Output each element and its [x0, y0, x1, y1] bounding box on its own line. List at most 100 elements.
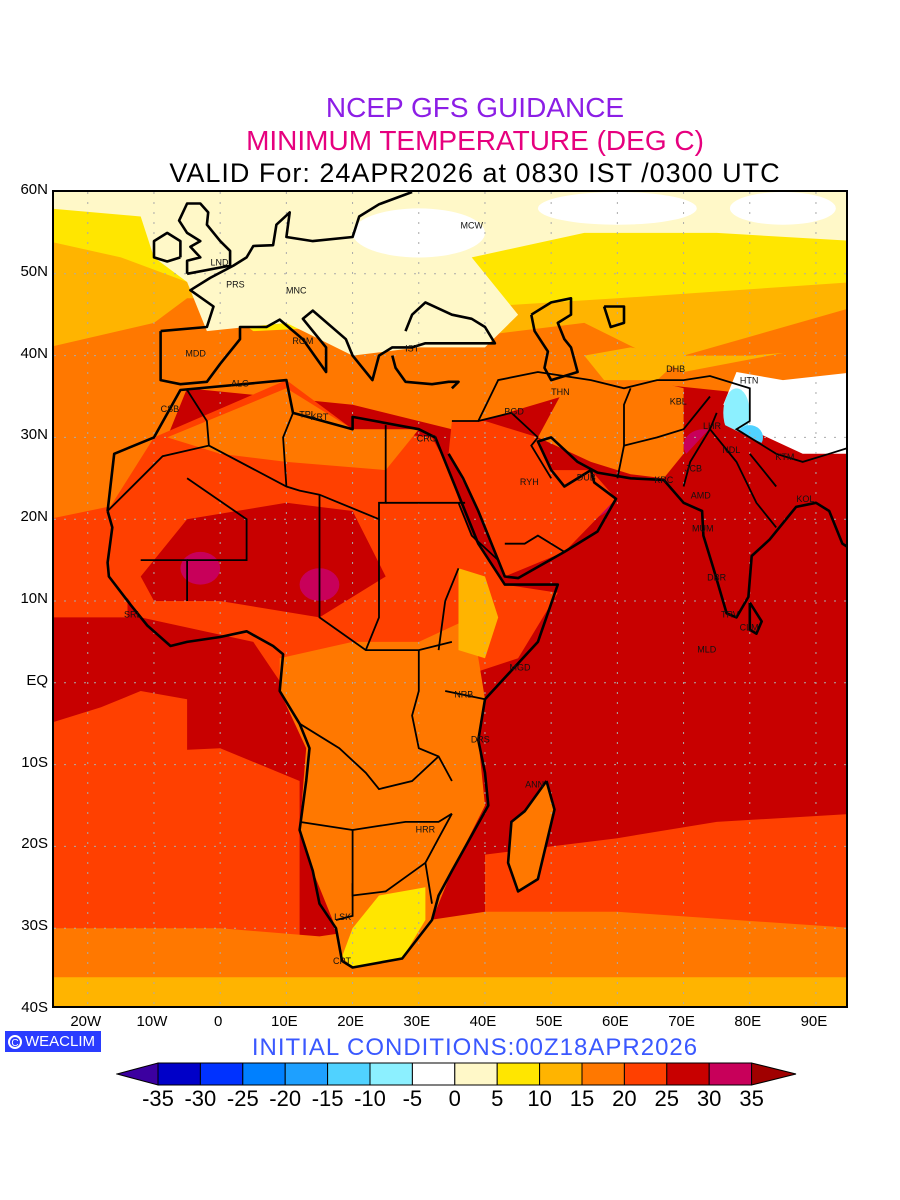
colorbar-swatch — [369, 1062, 413, 1086]
city-label: ALG — [231, 379, 249, 389]
colorbar-swatch — [199, 1062, 244, 1086]
country-border — [318, 494, 453, 652]
colorbar-label: -35 — [142, 1086, 174, 1111]
country-border — [623, 395, 711, 447]
shade-central-asia — [584, 347, 684, 381]
shade-north-africa-coast — [167, 388, 419, 471]
country-border — [299, 722, 440, 791]
lon-tick-label: 90E — [800, 1013, 828, 1030]
lon-tick-label: 10W — [136, 1013, 168, 1030]
colorbar-swatch — [327, 1062, 371, 1086]
city-label: MUM — [692, 523, 714, 533]
city-label: CSB — [161, 404, 180, 414]
colorbar-label: -25 — [226, 1086, 259, 1111]
city-label: KBL — [670, 397, 687, 407]
lat-tick-label: EQ — [26, 671, 48, 689]
aral-coastline — [602, 305, 626, 329]
city-label: MGD — [510, 662, 531, 672]
city-label: MNC — [286, 285, 307, 295]
colorbar-swatch — [708, 1062, 753, 1086]
lon-tick-label: 0 — [213, 1013, 223, 1030]
colorbar-label: -5 — [402, 1086, 423, 1111]
city-label: KTM — [775, 452, 794, 462]
city-label: IST — [405, 343, 420, 353]
europe-north-coastline — [160, 192, 413, 333]
lat-tick-label: 60N — [20, 181, 48, 198]
country-border — [478, 411, 539, 439]
colorbar-swatch — [454, 1062, 498, 1086]
shade-below-0-patch — [537, 192, 697, 225]
city-label: MLD — [697, 644, 717, 654]
weaclim-badge: C WEACLIM — [5, 1031, 101, 1052]
city-label: DBR — [707, 572, 727, 582]
lat-tick-label: 20N — [20, 508, 48, 526]
city-label: DHB — [666, 364, 685, 374]
country-border — [445, 690, 486, 701]
city-label: DUB — [577, 473, 596, 483]
shade-south-africa — [342, 887, 426, 968]
colorbar-swatch — [242, 1062, 286, 1086]
shade-20-25-patch — [54, 691, 188, 757]
title-model: NCEP GFS GUIDANCE — [325, 92, 625, 123]
country-border — [411, 650, 453, 782]
asia-south-coastline — [447, 436, 846, 619]
shade-africa-south — [279, 617, 485, 968]
shade-taklamakan — [683, 309, 846, 356]
city-label: KRT — [311, 412, 329, 422]
lon-tick-label: 60E — [602, 1013, 629, 1030]
shade-india — [663, 421, 830, 618]
temperature-map: MCW LND PRS MNC ROM MDD IST ALG CSB TPL KRT CRO BGD T… — [52, 190, 848, 1008]
madagascar-coastline — [506, 780, 556, 893]
sri-lanka-coastline — [748, 601, 764, 636]
country-border — [457, 502, 499, 561]
city-label: CPT — [333, 956, 352, 966]
city-label: JCB — [685, 464, 702, 474]
city-label: ANN — [525, 779, 544, 789]
colorbar-label: -30 — [184, 1086, 217, 1111]
colorbar-label: 5 — [491, 1086, 504, 1111]
city-label: MCW — [460, 221, 483, 231]
lon-tick-label: 80E — [734, 1013, 762, 1030]
shade-below-0-patch — [729, 192, 836, 225]
colorbar-label: 0 — [448, 1086, 461, 1111]
colorbar-label: -10 — [354, 1086, 386, 1111]
lon-tick-label: 30E — [403, 1013, 431, 1030]
ireland-coastline — [152, 231, 182, 263]
city-label: TPL — [299, 410, 316, 420]
colorbar-swatch — [411, 1062, 456, 1086]
lon-tick-label: 50E — [535, 1013, 563, 1030]
shade-10-15-south — [54, 977, 846, 1006]
city-label: CRO — [417, 433, 437, 443]
country-border — [140, 559, 189, 601]
colorbar-label: 20 — [612, 1086, 637, 1111]
city-label: AMD — [691, 491, 712, 501]
country-border — [709, 428, 777, 528]
lat-tick-label: 40S — [21, 999, 48, 1016]
city-label: PRS — [226, 280, 245, 290]
city-label: NDL — [722, 445, 740, 455]
city-label: MDD — [185, 348, 206, 358]
city-label: LND — [210, 258, 229, 268]
colorbar-swatch — [666, 1062, 710, 1086]
country-border — [208, 425, 387, 521]
city-label: KRC — [654, 475, 674, 485]
lon-tick-label: 70E — [668, 1013, 695, 1030]
britain-coastline — [177, 202, 232, 276]
lon-tick-label: 10E — [271, 1013, 298, 1030]
colorbar-arrow-low — [116, 1062, 159, 1086]
shade-madagascar — [508, 781, 555, 892]
country-border — [437, 567, 460, 651]
country-border — [504, 534, 565, 553]
city-label: HTN — [740, 375, 759, 385]
country-border — [186, 477, 248, 562]
country-border — [351, 830, 426, 897]
city-label: ROM — [292, 336, 313, 346]
country-border — [335, 883, 354, 921]
country-border — [682, 412, 718, 487]
lon-tick-label: 20E — [337, 1013, 364, 1030]
title-variable: MINIMUM TEMPERATURE (DEG C) — [246, 125, 704, 156]
lat-tick-label: 20S — [21, 835, 48, 853]
city-label: KOL — [796, 494, 814, 504]
europe-south-coastline — [159, 301, 497, 386]
